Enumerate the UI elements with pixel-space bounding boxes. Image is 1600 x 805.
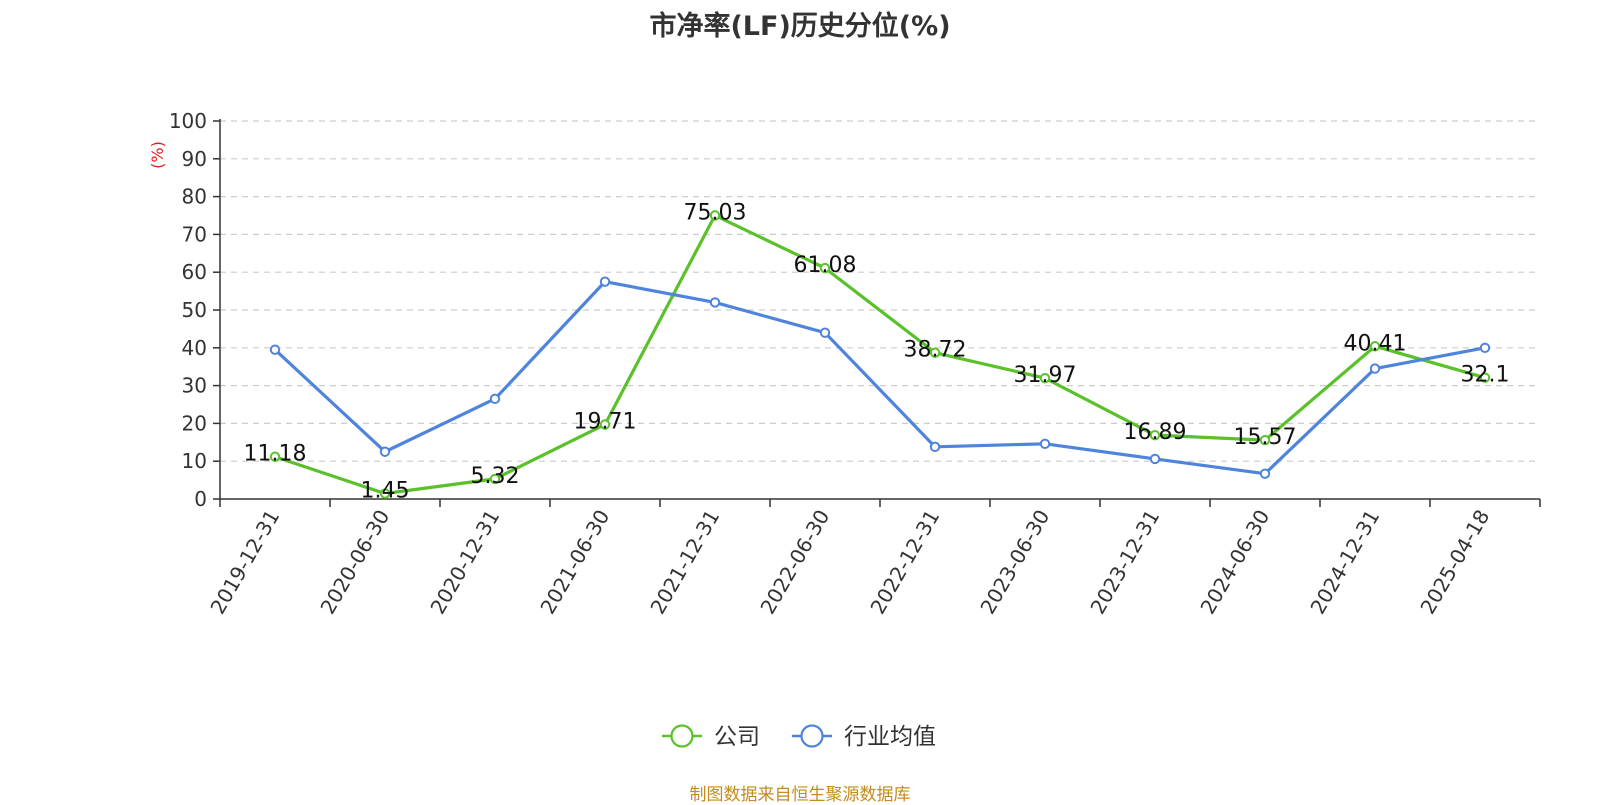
series-lines <box>269 210 1491 499</box>
x-tick-label: 2021-06-30 <box>535 506 614 619</box>
legend-item-company[interactable]: 公司 <box>662 724 760 750</box>
x-tick-label: 2024-06-30 <box>1195 506 1274 619</box>
x-tick-label: 2021-12-31 <box>645 506 724 619</box>
data-label: 19.71 <box>574 409 637 434</box>
data-label: 32.1 <box>1461 363 1510 388</box>
series-line-industry <box>273 280 1486 476</box>
data-label: 11.18 <box>244 442 307 467</box>
data-point[interactable] <box>489 473 501 485</box>
legend-circle-icon <box>670 724 694 748</box>
axes: 0 10 20 30 40 50 60 70 80 90 100(%) 2019-12-31 2020-… <box>148 109 1541 619</box>
data-label: 16.89 <box>1124 420 1187 445</box>
data-label: 1.45 <box>361 479 410 504</box>
x-tick-label: 2020-12-31 <box>425 506 504 619</box>
data-label: 38.72 <box>904 338 967 363</box>
y-tick-label: 100 <box>169 109 207 133</box>
data-point[interactable] <box>709 297 721 308</box>
legend-label: 公司 <box>714 724 760 750</box>
grid-lines <box>220 120 1540 462</box>
data-point[interactable] <box>819 327 831 338</box>
data-point[interactable] <box>1149 453 1161 465</box>
data-point[interactable] <box>1479 342 1491 353</box>
legend-label: 行业均值 <box>844 724 936 750</box>
data-point[interactable] <box>709 210 721 221</box>
x-tick-label: 2022-12-31 <box>865 506 944 619</box>
y-tick-label: 40 <box>182 336 207 360</box>
data-point[interactable] <box>489 393 501 405</box>
data-label: 61.08 <box>794 253 857 278</box>
x-tick-label: 2019-12-31 <box>205 506 284 619</box>
y-tick-label: 80 <box>182 185 207 209</box>
legend-circle-icon <box>800 724 824 748</box>
data-point[interactable] <box>1479 372 1491 383</box>
source-note: 制图数据来自恒生聚源数据库 <box>689 785 911 805</box>
y-tick-label: 0 <box>194 487 207 511</box>
data-label: 75.03 <box>684 200 747 225</box>
x-tick-label: 2023-06-30 <box>975 506 1054 619</box>
data-point[interactable] <box>1039 372 1051 384</box>
x-tick-label: 2022-06-30 <box>755 506 834 619</box>
data-point[interactable] <box>929 347 941 358</box>
data-labels: 11.18 1.45 5.32 19.71 75.03 61.08 38.72 31.97 16… <box>244 200 1510 503</box>
data-point[interactable] <box>1259 468 1271 479</box>
y-tick-label: 90 <box>182 147 207 171</box>
data-point[interactable] <box>1039 438 1051 450</box>
x-tick-label: 2024-12-31 <box>1305 506 1384 619</box>
y-tick-label: 70 <box>182 222 207 246</box>
x-tick-label: 2025-04-18 <box>1415 506 1494 619</box>
data-point[interactable] <box>599 419 611 430</box>
x-tick-label: 2020-06-30 <box>315 506 394 619</box>
data-label: 40.41 <box>1344 331 1407 356</box>
data-point[interactable] <box>1259 434 1271 446</box>
y-tick-label: 10 <box>182 449 207 473</box>
x-tick-label: 2023-12-31 <box>1085 506 1164 619</box>
data-point[interactable] <box>819 262 831 274</box>
data-point[interactable] <box>1149 429 1161 441</box>
y-tick-label: 20 <box>182 411 207 435</box>
data-point[interactable] <box>1369 341 1381 352</box>
data-point[interactable] <box>1369 363 1381 374</box>
data-point[interactable] <box>269 451 281 462</box>
data-point[interactable] <box>929 441 941 453</box>
legend[interactable]: 公司 行业均值 <box>662 724 936 750</box>
data-label: 5.32 <box>471 464 520 489</box>
data-label: 15.57 <box>1234 425 1297 450</box>
legend-item-industry[interactable]: 行业均值 <box>792 724 936 750</box>
data-point[interactable] <box>599 276 611 287</box>
series-line-company <box>274 213 1486 496</box>
data-point[interactable] <box>379 446 391 457</box>
data-label: 31.97 <box>1014 363 1077 388</box>
y-axis-label: (%) <box>148 141 167 169</box>
y-tick-label: 50 <box>182 298 207 322</box>
data-point[interactable] <box>269 344 281 355</box>
chart-title: 市净率(LF)历史分位(%) <box>649 11 951 42</box>
y-tick-label: 30 <box>182 374 207 398</box>
data-point[interactable] <box>379 488 391 499</box>
y-tick-label: 60 <box>182 260 207 284</box>
